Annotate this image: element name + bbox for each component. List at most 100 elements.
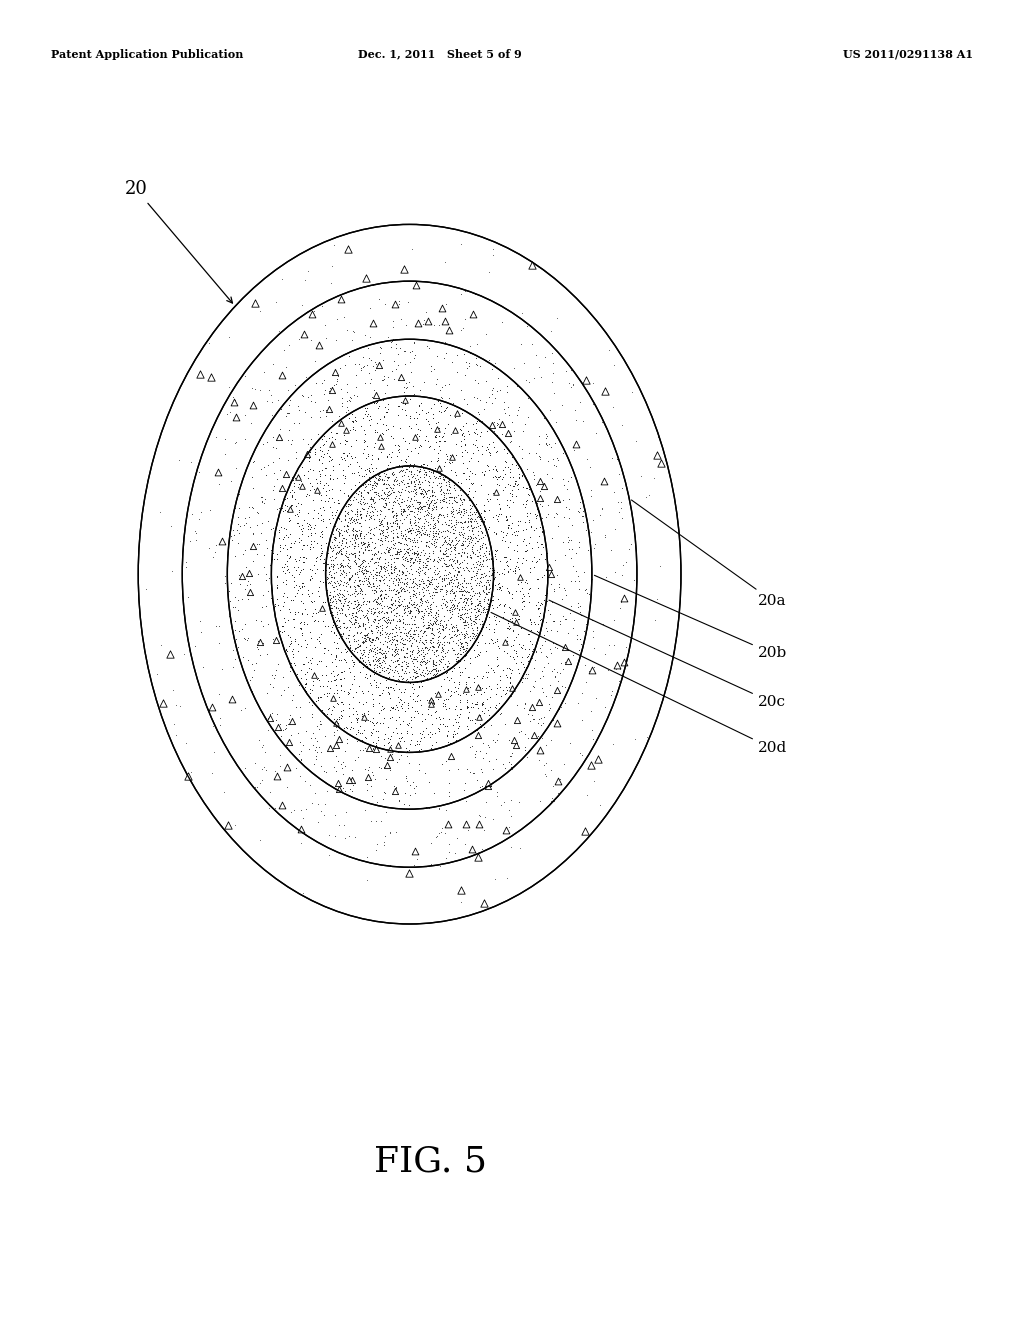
Point bbox=[373, 594, 389, 615]
Point bbox=[388, 631, 404, 652]
Point bbox=[338, 605, 354, 626]
Point bbox=[401, 544, 418, 565]
Point bbox=[332, 574, 348, 595]
Point bbox=[384, 644, 400, 665]
Point bbox=[407, 841, 423, 862]
Point bbox=[435, 483, 452, 504]
Point bbox=[546, 506, 562, 527]
Point bbox=[284, 486, 300, 507]
Point bbox=[472, 642, 488, 663]
Point bbox=[271, 536, 288, 557]
Point bbox=[396, 692, 413, 713]
Point bbox=[457, 599, 473, 620]
Point bbox=[554, 395, 570, 416]
Point bbox=[385, 609, 401, 630]
Point bbox=[184, 504, 201, 525]
Point bbox=[394, 457, 411, 478]
Point bbox=[317, 473, 334, 494]
Point bbox=[489, 511, 506, 532]
Point bbox=[379, 754, 395, 775]
Point bbox=[422, 312, 438, 333]
Point bbox=[337, 508, 353, 529]
Point bbox=[446, 491, 463, 512]
Point bbox=[408, 401, 424, 422]
Point bbox=[333, 780, 349, 801]
Point bbox=[342, 507, 358, 528]
Point bbox=[381, 576, 397, 597]
Point bbox=[438, 688, 455, 709]
Point bbox=[242, 574, 258, 595]
Point bbox=[275, 537, 292, 558]
Point bbox=[408, 587, 424, 609]
Point bbox=[440, 550, 457, 572]
Point bbox=[401, 626, 418, 647]
Point bbox=[539, 647, 555, 668]
Point bbox=[287, 531, 303, 552]
Point bbox=[375, 389, 391, 411]
Point bbox=[466, 672, 482, 693]
Point bbox=[481, 590, 498, 611]
Point bbox=[428, 657, 444, 678]
Point bbox=[393, 560, 410, 581]
Point bbox=[425, 783, 441, 804]
Point bbox=[348, 411, 365, 432]
Point bbox=[469, 354, 485, 375]
Point bbox=[278, 718, 294, 739]
Point bbox=[364, 544, 380, 565]
Point bbox=[538, 422, 554, 444]
Point bbox=[372, 631, 388, 652]
Point bbox=[278, 463, 294, 484]
Point bbox=[387, 698, 403, 719]
Point bbox=[353, 578, 370, 599]
Point bbox=[410, 635, 426, 656]
Point bbox=[400, 661, 417, 682]
Point bbox=[379, 470, 395, 491]
Point bbox=[411, 527, 427, 548]
Point bbox=[329, 578, 345, 599]
Point bbox=[224, 597, 241, 618]
Point bbox=[380, 609, 396, 630]
Point bbox=[457, 590, 473, 611]
Point bbox=[408, 648, 424, 669]
Point bbox=[380, 627, 396, 648]
Point bbox=[415, 572, 431, 593]
Point bbox=[410, 519, 426, 540]
Point bbox=[474, 579, 490, 601]
Point bbox=[338, 520, 354, 541]
Point bbox=[343, 614, 359, 635]
Point bbox=[503, 685, 519, 706]
Point bbox=[392, 539, 409, 560]
Point bbox=[462, 546, 478, 568]
Point bbox=[252, 772, 268, 793]
Point bbox=[525, 368, 542, 389]
Point bbox=[387, 491, 403, 512]
Point bbox=[470, 507, 486, 528]
Point bbox=[438, 597, 455, 618]
Point bbox=[485, 730, 502, 751]
Point bbox=[406, 591, 422, 612]
Text: 20b: 20b bbox=[594, 576, 787, 660]
Point bbox=[265, 426, 282, 447]
Point bbox=[460, 504, 476, 525]
Point bbox=[408, 660, 424, 681]
Point bbox=[437, 594, 454, 615]
Point bbox=[385, 630, 401, 651]
Point bbox=[326, 568, 342, 589]
Point bbox=[453, 284, 469, 305]
Point bbox=[383, 594, 399, 615]
Point bbox=[621, 539, 637, 560]
Point bbox=[384, 706, 400, 727]
Point bbox=[418, 554, 434, 576]
Point bbox=[331, 610, 347, 631]
Point bbox=[529, 591, 546, 612]
Point bbox=[293, 799, 309, 820]
Point bbox=[393, 499, 410, 520]
Point bbox=[408, 597, 424, 618]
Point bbox=[393, 577, 410, 598]
Point bbox=[443, 451, 460, 473]
Point bbox=[346, 462, 362, 483]
Point bbox=[346, 612, 362, 634]
Point bbox=[270, 521, 287, 543]
Point bbox=[451, 499, 467, 520]
Point bbox=[315, 591, 332, 612]
